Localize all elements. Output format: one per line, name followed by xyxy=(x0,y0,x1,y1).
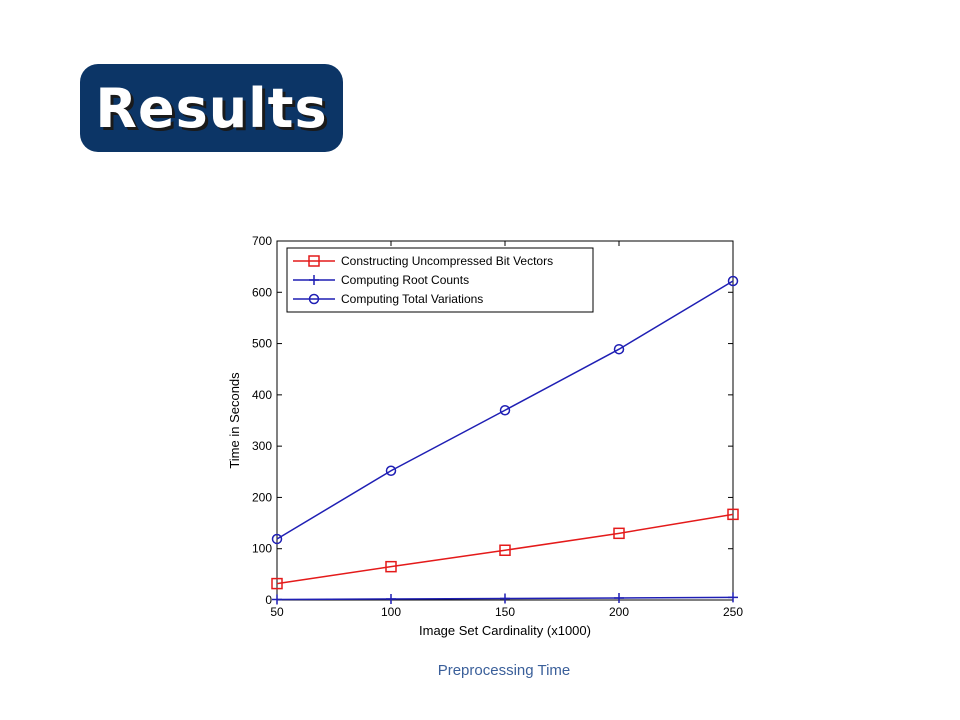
y-tick-label: 700 xyxy=(252,234,272,248)
y-tick-label: 600 xyxy=(252,285,272,299)
data-point xyxy=(728,592,738,603)
y-tick-label: 100 xyxy=(252,542,272,556)
data-point xyxy=(271,577,283,590)
data-point xyxy=(613,343,625,355)
y-tick-label: 400 xyxy=(252,388,272,402)
data-point xyxy=(271,533,283,545)
x-tick-label: 250 xyxy=(723,605,743,619)
data-point xyxy=(386,593,396,604)
data-point xyxy=(385,560,397,573)
x-tick-label: 200 xyxy=(609,605,629,619)
y-tick-label: 500 xyxy=(252,337,272,351)
data-point xyxy=(727,508,739,521)
data-point xyxy=(385,465,397,477)
data-point xyxy=(500,593,510,604)
data-point xyxy=(727,275,739,287)
x-tick-label: 50 xyxy=(270,605,284,619)
chart-caption: Preprocessing Time xyxy=(437,662,571,679)
legend-entry: Computing Total Variations xyxy=(341,292,483,306)
legend-entry: Constructing Uncompressed Bit Vectors xyxy=(341,254,553,268)
x-tick-label: 150 xyxy=(495,605,515,619)
data-point xyxy=(613,527,625,540)
y-tick-label: 0 xyxy=(265,593,272,607)
legend-entry: Computing Root Counts xyxy=(341,273,469,287)
data-point xyxy=(614,592,624,603)
y-tick-label: 200 xyxy=(252,490,272,504)
y-axis-label: Time in Seconds xyxy=(227,372,242,469)
data-point xyxy=(499,404,511,416)
legend-box xyxy=(286,247,594,313)
x-axis-label: Image Set Cardinality (x1000) xyxy=(419,623,591,638)
legend-marker xyxy=(308,255,320,267)
legend-marker xyxy=(308,293,320,305)
y-tick-label: 300 xyxy=(252,439,272,453)
legend-marker xyxy=(309,275,319,285)
series-line-3 xyxy=(276,280,734,540)
data-point xyxy=(272,594,282,605)
series-line-1 xyxy=(276,513,734,585)
x-tick-label: 100 xyxy=(381,605,401,619)
data-point xyxy=(499,544,511,557)
title-badge: Results xyxy=(80,64,343,152)
slide-title: Results xyxy=(95,76,328,140)
